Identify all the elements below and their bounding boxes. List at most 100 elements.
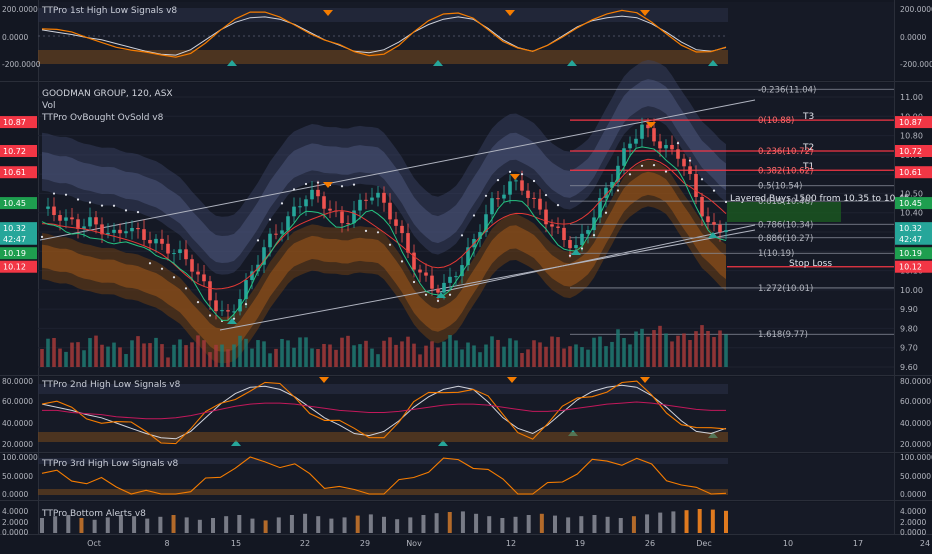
candle-body: [142, 229, 146, 240]
sar-dot: [460, 234, 464, 237]
candle-body: [460, 265, 464, 277]
sar-dot: [208, 314, 212, 317]
candle-body: [268, 233, 272, 248]
sar-dot: [640, 164, 644, 167]
sar-dot: [424, 293, 428, 296]
volume-bar: [250, 348, 254, 367]
volume-bar: [316, 349, 320, 367]
volume-bar: [184, 345, 188, 367]
p1-buy-arrow: [708, 60, 718, 66]
candle-body: [184, 249, 188, 260]
candles: [46, 117, 728, 321]
volume-bar: [718, 330, 722, 367]
volume-bar: [556, 337, 560, 367]
alert-bar: [421, 515, 426, 533]
sar-dot: [304, 182, 308, 186]
alert-bar: [66, 515, 71, 533]
candle-body: [664, 144, 668, 149]
volume-bar: [322, 343, 326, 367]
volume-bar: [76, 342, 80, 367]
candle-body: [244, 280, 248, 300]
buy-zone: [727, 202, 841, 222]
volume-bar: [154, 337, 158, 367]
p1-sell-arrow: [323, 10, 333, 16]
fib-label: 1(10.19): [758, 249, 794, 259]
sar-dot: [676, 142, 680, 145]
volume-bar: [400, 341, 404, 367]
alert-bar: [105, 517, 110, 533]
candle-body: [706, 216, 710, 223]
candle-body: [478, 232, 482, 240]
volume-bar: [562, 348, 566, 367]
volume-bar: [694, 331, 698, 367]
volume-bar: [208, 352, 212, 367]
volume-bar: [472, 345, 476, 367]
osc-tick-label-left: 4.0000: [2, 507, 28, 516]
sar-dot: [616, 189, 620, 192]
main-panel-area: [38, 83, 894, 375]
right-price-tag-label: 10.72: [899, 147, 922, 156]
candle-body: [358, 199, 362, 211]
candle-body: [220, 310, 224, 312]
right-price-tag: [895, 247, 932, 260]
p4-upper-band: [38, 458, 728, 464]
alert-bar: [395, 519, 400, 533]
volume-bar: [700, 325, 704, 367]
volume-bar: [232, 344, 236, 367]
osc-tick-label-left: -200.0000: [2, 60, 41, 69]
candle-body: [562, 227, 566, 241]
candle-body: [112, 229, 116, 233]
time-axis-label: 8: [164, 539, 169, 548]
p1-buy-arrow: [433, 60, 443, 66]
candle-body: [490, 198, 494, 215]
fib-label: 1.272(10.01): [758, 284, 813, 294]
time-axis-label: 12: [506, 539, 516, 548]
left-price-tag-label: 10.19: [3, 249, 26, 258]
candle-body: [646, 124, 650, 129]
sar-dot: [544, 193, 548, 197]
osc-tick-label: -200.0000: [900, 60, 932, 69]
alert-bar: [211, 518, 215, 533]
volume-bar: [664, 333, 668, 367]
alert-bar: [53, 516, 58, 533]
symbol-title: GOODMAN GROUP, 120, ASX: [42, 89, 173, 99]
target-t1: T1: [802, 162, 814, 172]
volume-bar: [658, 325, 662, 367]
candle-body: [598, 197, 602, 218]
sar-dot: [196, 301, 200, 304]
price-tags: 10.87 10.72 10.61 10.45 10.32 42:47 10.19 10.12…: [0, 116, 932, 273]
volume-bar: [340, 337, 344, 367]
sar-dot: [88, 201, 92, 204]
candle-body: [556, 226, 560, 228]
volume-bar: [598, 336, 602, 367]
volume-bar: [406, 336, 410, 367]
time-axis[interactable]: Oct 8 15 22 29 Nov 12 19 26 Dec 10 17 24: [87, 539, 930, 548]
volume-bar: [436, 347, 440, 367]
alert-bar: [276, 517, 281, 533]
volume-bar: [484, 344, 488, 367]
candle-body: [454, 276, 458, 278]
time-axis-label: 10: [783, 539, 793, 548]
price-tick-label: 9.70: [900, 344, 918, 353]
volume-bar: [412, 343, 416, 367]
sar-dot: [184, 287, 188, 290]
osc-tick-label: 0.0000: [900, 528, 926, 537]
candle-body: [496, 198, 500, 200]
volume-bar: [520, 353, 524, 367]
volume-bar: [166, 357, 170, 367]
candle-body: [388, 202, 392, 220]
volume-bar: [160, 344, 164, 367]
volume-bar: [352, 345, 356, 367]
candle-body: [82, 226, 86, 229]
volume-bar: [100, 344, 104, 367]
volume-bar: [724, 334, 728, 367]
sar-dot: [448, 293, 452, 296]
buy-arrow: [571, 249, 581, 255]
p1-slow-line: [41, 9, 727, 58]
volume-bar: [502, 346, 506, 367]
sar-dot: [232, 317, 236, 320]
upper-band-inner: [42, 79, 726, 263]
left-price-tag-label: 10.45: [3, 199, 26, 208]
